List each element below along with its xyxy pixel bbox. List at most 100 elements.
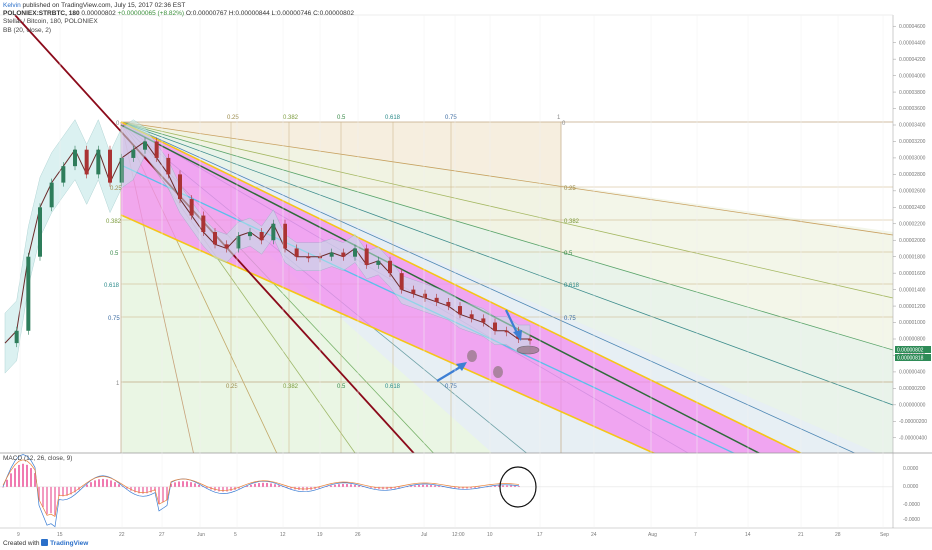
price-tick-label: 0.00002400 xyxy=(899,205,926,211)
macd-histogram-bar xyxy=(470,486,472,489)
fib-fan xyxy=(4,15,893,453)
macd-histogram-bar xyxy=(14,468,16,487)
price-tick-label: -0.00000200 xyxy=(899,419,927,425)
candle xyxy=(434,297,439,302)
time-tick-label: 22 xyxy=(119,532,125,538)
macd-histogram-bar xyxy=(30,468,32,487)
fib-bottom-label: 0.5 xyxy=(337,384,346,390)
macd-histogram-bar xyxy=(142,486,144,494)
candle xyxy=(108,149,112,183)
fib-bottom-label: 0.75 xyxy=(445,384,457,390)
author-name[interactable]: Kelvin xyxy=(3,2,21,9)
fan-line xyxy=(120,121,893,351)
candle xyxy=(411,289,416,294)
macd-histogram-bar xyxy=(346,484,348,487)
macd-histogram-bar xyxy=(26,464,28,487)
macd-histogram-bar xyxy=(438,485,440,487)
macd-histogram-bar xyxy=(410,485,412,487)
fib-left-label: 0.382 xyxy=(106,219,122,225)
time-axis[interactable]: 9 15 22 27 Jun 5 12 19 26 Jul 12:00 10 17 24 Aug 7 14 21 2… xyxy=(17,15,889,538)
fib-left-label: 0.5 xyxy=(110,251,119,257)
candle xyxy=(248,232,252,237)
macd-histogram-bar xyxy=(518,486,520,487)
fan-line xyxy=(120,121,893,406)
macd-histogram-bar xyxy=(454,486,456,489)
time-tick-label: Sep xyxy=(880,532,889,538)
macd-histogram-bar xyxy=(370,486,372,489)
fib-left-label: 0.75 xyxy=(108,316,120,322)
fib-top-label: 0 xyxy=(562,121,566,127)
candle xyxy=(213,232,217,245)
macd-histogram-bar xyxy=(146,486,148,494)
open-label: O:0.00000767 xyxy=(185,10,228,17)
macd-label[interactable]: MACD (12, 26, close, 9) xyxy=(3,455,73,462)
macd-histogram-bar xyxy=(286,486,288,488)
macd-histogram-bar xyxy=(494,485,496,487)
macd-histogram-bar xyxy=(290,486,292,489)
fan-line xyxy=(120,121,893,236)
macd-histogram-bar xyxy=(390,486,392,490)
candle xyxy=(283,223,287,249)
macd-histogram-bar xyxy=(114,482,116,487)
macd-histogram-bar xyxy=(182,481,184,487)
macd-histogram-bar xyxy=(230,486,232,491)
macd-signal-line xyxy=(2,459,520,517)
macd-histogram-bar xyxy=(158,486,160,505)
candle xyxy=(376,260,381,265)
macd-histogram-bar xyxy=(194,483,196,487)
macd-histogram-bar xyxy=(250,484,252,487)
candle xyxy=(469,314,474,319)
price-tick-label: 0.00002000 xyxy=(899,238,926,244)
candles xyxy=(14,137,532,348)
candle xyxy=(178,174,182,200)
macd-histogram-bar xyxy=(34,473,36,487)
price-tick-label: 0.00000800 xyxy=(899,337,926,343)
macd-tick-label: -0.0000 xyxy=(903,517,920,523)
indicator-label[interactable]: BB (20, close, 2) xyxy=(3,27,52,34)
macd-histogram-bar xyxy=(414,485,416,487)
footer-brand[interactable]: TradingView xyxy=(50,540,89,547)
arrow-head xyxy=(513,330,522,341)
fib-right-label: 0.75 xyxy=(564,316,576,322)
macd-histogram-bar xyxy=(262,482,264,487)
macd-histogram-bar xyxy=(130,486,132,491)
macd-pane xyxy=(0,454,893,528)
price-tick-label: 0.00004600 xyxy=(899,24,926,30)
macd-histogram-bar xyxy=(58,486,60,496)
candle xyxy=(306,256,311,259)
macd-histogram-bar xyxy=(490,486,492,487)
candle xyxy=(528,339,532,341)
macd-histogram-bar xyxy=(458,486,460,489)
price-tick-label: 0.00001600 xyxy=(899,271,926,277)
macd-histogram-bar xyxy=(138,486,140,494)
candle xyxy=(38,207,42,257)
fib-left-label: 1 xyxy=(116,381,120,387)
macd-histogram-bar xyxy=(374,486,376,489)
candle xyxy=(154,141,159,158)
fib-top-label: 0.25 xyxy=(227,115,239,121)
annotation-arrow xyxy=(505,309,519,336)
fib-left-label: 0.618 xyxy=(104,283,120,289)
candle xyxy=(388,260,392,274)
price-axis[interactable]: 0.00004600 0.00004400 0.00004200 0.00004000… xyxy=(893,24,927,442)
time-tick-label: Jul xyxy=(421,532,427,538)
candle xyxy=(96,149,101,175)
arrow-head xyxy=(456,362,467,371)
macd-histogram-bar xyxy=(218,486,220,492)
macd-histogram-bar xyxy=(318,486,320,489)
fan-line xyxy=(120,121,856,453)
macd-histogram-bar xyxy=(362,486,364,487)
annotation-ellipse xyxy=(516,345,540,355)
candle xyxy=(458,306,462,315)
price-tick-label: 0.00003000 xyxy=(899,156,926,162)
price-tick-label: 0.00003200 xyxy=(899,139,926,145)
macd-histogram-bar xyxy=(202,486,204,487)
fib-right-label: 0.5 xyxy=(564,251,573,257)
macd-histogram-bar xyxy=(178,481,180,487)
candle xyxy=(504,330,509,333)
price-tick-label: 0.00003600 xyxy=(899,106,926,112)
candle xyxy=(364,248,369,265)
chart-title: Stellar / Bitcoin, 180, POLONIEX xyxy=(3,18,98,25)
